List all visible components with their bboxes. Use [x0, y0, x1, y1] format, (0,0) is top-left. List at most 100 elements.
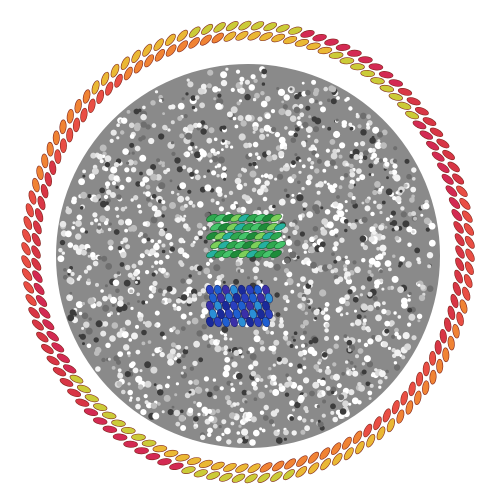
- lipid-atom: [203, 267, 211, 275]
- lipid-atom: [404, 158, 410, 164]
- lipid-atom: [391, 275, 399, 283]
- lipid-atom: [248, 391, 252, 395]
- helix-turn: [317, 46, 333, 55]
- lipid-atom: [141, 341, 146, 346]
- lipid-atom: [68, 295, 72, 299]
- helix-turn: [370, 77, 385, 85]
- helix-turn: [163, 449, 179, 458]
- lipid-atom: [376, 335, 380, 339]
- lipid-atom: [305, 126, 313, 133]
- lipid-atom: [360, 112, 367, 120]
- lipid-atom: [257, 206, 262, 211]
- lipid-atom: [102, 321, 109, 327]
- lipid-atom: [349, 153, 355, 159]
- lipid-atom: [167, 375, 171, 379]
- helix-turn: [434, 340, 442, 355]
- lipid-atom: [141, 300, 146, 305]
- lipid-atom: [109, 335, 116, 342]
- lipid-atom: [296, 283, 301, 287]
- helix-turn: [66, 127, 74, 143]
- lipid-atom: [327, 98, 331, 103]
- lipid-atom: [252, 141, 259, 148]
- lipid-atom: [102, 304, 110, 312]
- lipid-atom: [319, 289, 327, 297]
- lipid-atom: [286, 278, 294, 286]
- lipid-atom: [332, 362, 337, 367]
- lipid-atom: [154, 347, 161, 354]
- lipid-atom: [292, 408, 295, 412]
- lipid-atom: [318, 358, 323, 363]
- lipid-atom: [200, 120, 206, 125]
- helix-turn: [442, 347, 450, 363]
- helix-turn: [82, 89, 91, 104]
- lipid-atom: [150, 173, 158, 181]
- lipid-atom: [393, 311, 397, 315]
- lipid-atom: [310, 261, 317, 269]
- lipid-atom: [313, 309, 320, 316]
- lipid-atom: [223, 364, 231, 372]
- lipid-atom: [81, 302, 85, 306]
- lipid-atom: [138, 209, 143, 214]
- helix-turn: [294, 39, 310, 47]
- lipid-atom: [217, 93, 222, 98]
- helix-turn: [271, 33, 286, 43]
- lipid-atom: [215, 186, 223, 194]
- lipid-atom: [133, 195, 139, 201]
- lipid-atom: [200, 288, 206, 294]
- lipid-atom: [170, 120, 175, 125]
- lipid-atom: [85, 327, 93, 335]
- lipid-atom: [301, 140, 306, 146]
- lipid-atom: [266, 155, 273, 162]
- lipid-atom: [131, 276, 136, 280]
- lipid-atom: [343, 173, 349, 178]
- lipid-atom: [135, 349, 141, 355]
- lipid-atom: [259, 410, 265, 415]
- lipid-atom: [356, 177, 360, 182]
- lipid-atom: [267, 174, 274, 180]
- lipid-atom: [254, 177, 262, 185]
- lipid-atom: [302, 121, 309, 128]
- lipid-atom: [153, 383, 157, 386]
- lipid-atom: [105, 342, 111, 348]
- lipid-atom: [97, 225, 102, 230]
- lipid-atom: [252, 429, 260, 437]
- lipid-atom: [198, 357, 204, 363]
- lipid-atom: [95, 366, 101, 372]
- lipid-atom: [244, 400, 248, 404]
- helix-turn: [463, 223, 475, 236]
- lipid-atom: [80, 191, 88, 199]
- lipid-atom: [303, 392, 308, 398]
- lipid-atom: [139, 181, 146, 187]
- lipid-atom: [394, 331, 399, 337]
- lipid-atom: [180, 313, 187, 320]
- lipid-atom: [81, 312, 89, 320]
- lipid-atom: [175, 382, 179, 386]
- lipid-atom: [116, 214, 120, 218]
- lipid-atom: [244, 93, 251, 101]
- lipid-atom: [260, 100, 268, 108]
- lipid-atom: [223, 177, 227, 181]
- lipid-atom: [254, 152, 259, 156]
- helix-turn: [259, 462, 273, 473]
- helix-turn: [368, 63, 384, 71]
- lipid-atom: [318, 246, 325, 253]
- lipid-atom: [352, 367, 355, 371]
- lipid-atom: [393, 174, 401, 182]
- lipid-atom: [307, 157, 312, 162]
- helix-turn: [144, 54, 155, 68]
- lipid-atom: [339, 237, 345, 243]
- lipid-atom: [194, 235, 199, 241]
- lipid-atom: [203, 294, 210, 300]
- lipid-atom: [165, 233, 173, 240]
- lipid-atom: [366, 276, 373, 282]
- lipid-atom: [384, 260, 392, 267]
- lipid-atom: [252, 360, 259, 367]
- lipid-atom: [116, 359, 121, 365]
- lipid-atom: [186, 320, 191, 325]
- lipid-atom: [333, 274, 339, 280]
- lipid-atom: [148, 137, 155, 145]
- lipid-atom: [376, 246, 380, 251]
- lipid-atom: [70, 271, 75, 277]
- lipid-atom: [250, 74, 256, 80]
- lipid-atom: [181, 354, 186, 358]
